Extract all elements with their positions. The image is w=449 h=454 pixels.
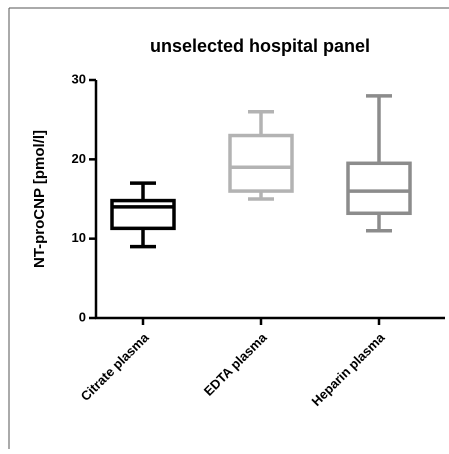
y-tick-label: 30 [72, 71, 86, 86]
y-tick-label: 10 [72, 230, 86, 245]
x-tick-label: Heparin plasma [308, 329, 388, 409]
chart-title: unselected hospital panel [150, 36, 370, 56]
y-tick-label: 20 [72, 151, 86, 166]
x-tick-label: EDTA plasma [201, 329, 270, 398]
y-tick-label: 0 [79, 309, 86, 324]
box [110, 198, 176, 231]
y-axis-label: NT-proCNP [pmol/l] [31, 130, 48, 268]
box [346, 161, 412, 216]
x-tick-label: Citrate plasma [78, 329, 153, 404]
box [228, 133, 294, 193]
